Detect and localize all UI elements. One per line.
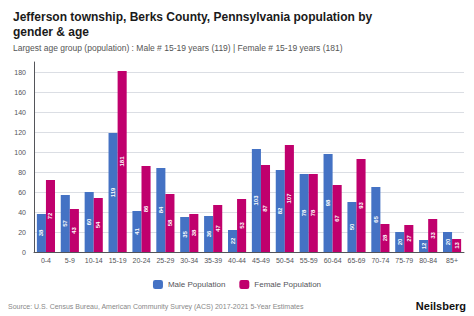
svg-text:65: 65 <box>373 216 379 223</box>
svg-text:50: 50 <box>349 223 355 230</box>
svg-text:20-24: 20-24 <box>133 257 151 264</box>
svg-text:84: 84 <box>158 206 164 213</box>
svg-text:0: 0 <box>22 249 26 256</box>
svg-text:80: 80 <box>18 169 26 176</box>
svg-text:12: 12 <box>421 242 427 249</box>
svg-text:103: 103 <box>253 195 259 206</box>
svg-text:33: 33 <box>430 232 436 239</box>
svg-text:28: 28 <box>382 234 388 241</box>
svg-text:72: 72 <box>47 212 53 219</box>
svg-text:98: 98 <box>325 199 331 206</box>
svg-text:20: 20 <box>18 229 26 236</box>
svg-text:Largest age group (population): Largest age group (population) : Male # … <box>13 43 343 53</box>
svg-text:38: 38 <box>38 229 44 236</box>
svg-text:5-9: 5-9 <box>65 257 75 264</box>
svg-text:25-29: 25-29 <box>156 257 174 264</box>
svg-text:50-54: 50-54 <box>276 257 294 264</box>
svg-text:60: 60 <box>86 218 92 225</box>
svg-text:82: 82 <box>277 207 283 214</box>
svg-text:47: 47 <box>215 225 221 232</box>
svg-text:70-74: 70-74 <box>371 257 389 264</box>
svg-text:119: 119 <box>110 187 116 197</box>
svg-text:67: 67 <box>334 215 340 222</box>
svg-text:0-4: 0-4 <box>41 257 51 264</box>
svg-text:160: 160 <box>14 89 26 96</box>
svg-text:80-84: 80-84 <box>419 257 437 264</box>
svg-text:65-69: 65-69 <box>348 257 366 264</box>
svg-text:Female Population: Female Population <box>254 280 321 289</box>
svg-text:27: 27 <box>406 235 412 242</box>
svg-text:86: 86 <box>143 205 149 212</box>
svg-text:gender & age: gender & age <box>13 25 89 39</box>
svg-text:20: 20 <box>445 238 451 245</box>
svg-text:35-39: 35-39 <box>204 257 222 264</box>
svg-text:13: 13 <box>454 242 460 249</box>
svg-text:58: 58 <box>167 219 173 226</box>
svg-text:Jefferson township, Berks Coun: Jefferson township, Berks County, Pennsy… <box>13 10 372 24</box>
svg-text:100: 100 <box>14 149 26 156</box>
svg-text:15-19: 15-19 <box>109 257 127 264</box>
svg-text:140: 140 <box>14 109 26 116</box>
svg-text:180: 180 <box>14 69 26 76</box>
svg-text:120: 120 <box>14 129 26 136</box>
svg-text:Neilsberg: Neilsberg <box>416 300 466 312</box>
svg-text:78: 78 <box>310 209 316 216</box>
svg-text:75-79: 75-79 <box>395 257 413 264</box>
svg-text:55-59: 55-59 <box>300 257 318 264</box>
svg-text:78: 78 <box>301 209 307 216</box>
svg-text:54: 54 <box>95 221 101 228</box>
svg-text:38: 38 <box>191 229 197 236</box>
svg-text:35: 35 <box>182 231 188 238</box>
svg-text:Male Population: Male Population <box>168 280 225 289</box>
svg-text:10-14: 10-14 <box>85 257 103 264</box>
svg-text:85+: 85+ <box>446 257 458 264</box>
svg-text:43: 43 <box>71 227 77 234</box>
svg-text:60: 60 <box>18 189 26 196</box>
svg-text:30-34: 30-34 <box>180 257 198 264</box>
svg-text:41: 41 <box>134 228 140 235</box>
svg-text:57: 57 <box>62 220 68 227</box>
svg-text:181: 181 <box>119 156 125 167</box>
svg-text:22: 22 <box>230 237 236 244</box>
svg-text:60-64: 60-64 <box>324 257 342 264</box>
svg-text:40-44: 40-44 <box>228 257 246 264</box>
svg-text:40: 40 <box>18 209 26 216</box>
svg-text:107: 107 <box>286 193 292 204</box>
svg-text:Source: U.S. Census Bureau, Am: Source: U.S. Census Bureau, American Com… <box>8 303 304 311</box>
svg-text:36: 36 <box>206 230 212 237</box>
svg-text:45-49: 45-49 <box>252 257 270 264</box>
svg-text:20: 20 <box>397 238 403 245</box>
svg-text:93: 93 <box>358 202 364 209</box>
svg-text:53: 53 <box>239 222 245 229</box>
svg-text:87: 87 <box>262 205 268 212</box>
